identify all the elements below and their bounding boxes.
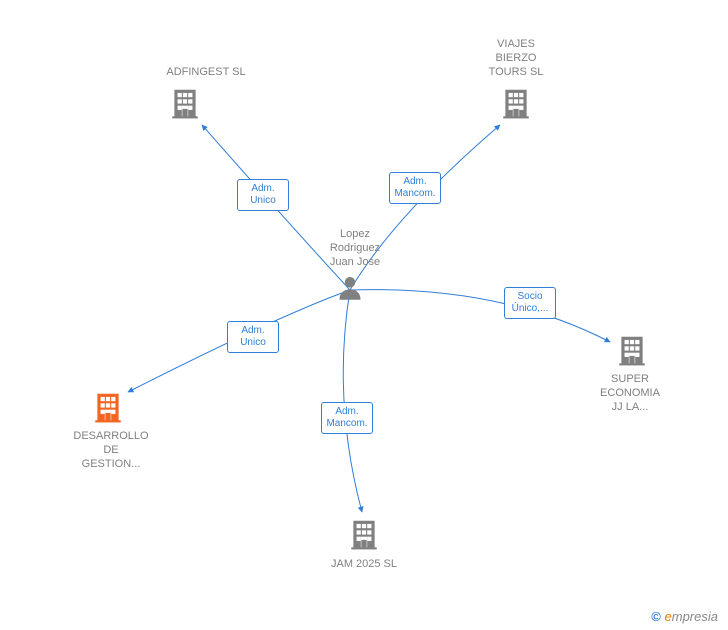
company-node-jam[interactable]: [347, 517, 381, 556]
company-node-adfingest[interactable]: [168, 86, 202, 125]
company-label-viajes: VIAJES BIERZO TOURS SL: [489, 38, 544, 79]
center-node-label: Lopez Rodriguez Juan Jose: [330, 228, 380, 269]
company-label-jam: JAM 2025 SL: [331, 558, 397, 572]
brand-rest: mpresia: [672, 609, 718, 624]
edge-label-desarrollo: Adm. Unico: [227, 321, 279, 353]
footer-credits: © empresia: [651, 609, 718, 624]
company-label-adfingest: ADFINGEST SL: [166, 66, 245, 80]
edge-super: [350, 290, 610, 342]
edge-label-jam: Adm. Mancom.: [321, 402, 373, 434]
company-node-desarrollo[interactable]: [91, 390, 125, 429]
edge-label-adfingest: Adm. Unico: [237, 179, 289, 211]
company-label-super: SUPER ECONOMIA JJ LA...: [600, 373, 660, 414]
network-diagram: Lopez Rodriguez Juan Jose ADFINGEST SL V…: [0, 0, 728, 630]
brand-e: e: [665, 609, 672, 624]
edge-label-viajes: Adm. Mancom.: [389, 172, 441, 204]
person-icon[interactable]: [336, 274, 364, 307]
company-node-viajes[interactable]: [499, 86, 533, 125]
edge-label-super: Socio Único,...: [504, 287, 556, 319]
company-node-super[interactable]: [615, 333, 649, 372]
edge-jam: [343, 290, 362, 512]
copyright-symbol: ©: [651, 609, 661, 624]
company-label-desarrollo: DESARROLLO DE GESTION...: [73, 430, 148, 471]
